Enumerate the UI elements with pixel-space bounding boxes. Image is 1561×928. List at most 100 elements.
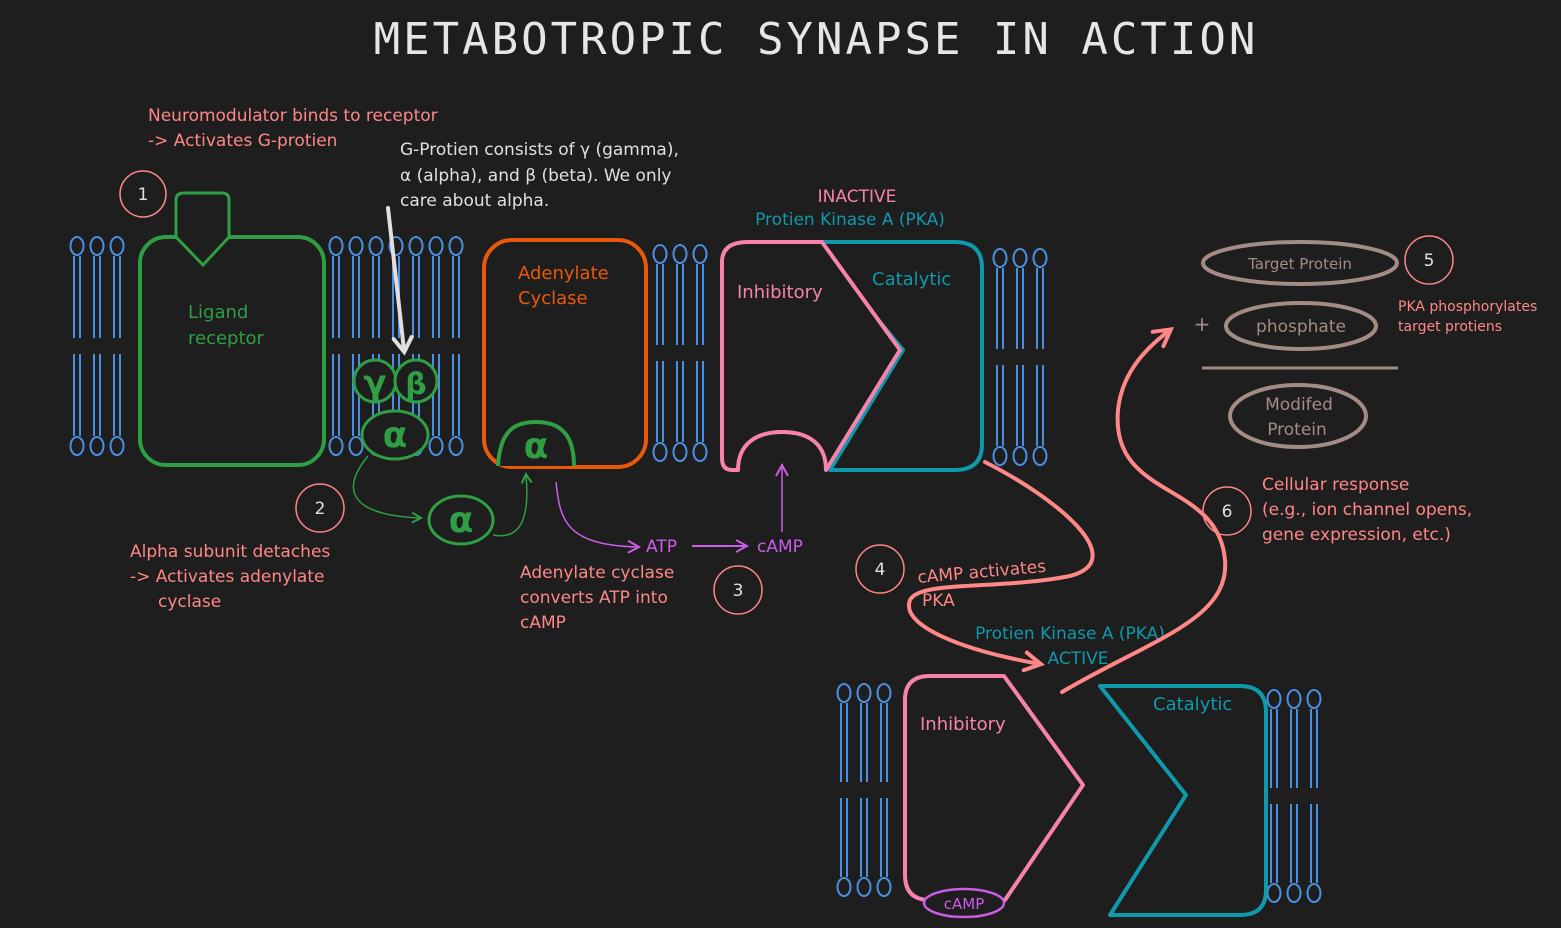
- g-protein-note-3: care about alpha.: [400, 191, 549, 211]
- adenylate-cyclase-label-1: Adenylate: [518, 263, 609, 284]
- pka-active-inhibitory: [903, 674, 1085, 902]
- pka-inactive: INACTIVE Protien Kinase A (PKA) Inhibito…: [720, 187, 984, 472]
- phospholipid: [109, 236, 125, 456]
- phospholipid: [448, 236, 464, 456]
- step-4-badge: [855, 544, 905, 594]
- step-6-badge: [1202, 486, 1252, 536]
- pka-inactive-inhibitory: [720, 240, 902, 472]
- phospholipid: [692, 244, 708, 462]
- modified-protein-label-2: Protein: [1267, 420, 1327, 440]
- target-protein: [1201, 240, 1399, 286]
- step-5-note-1: PKA phosphorylates: [1398, 299, 1537, 315]
- g-protein: γ β α: [352, 358, 439, 461]
- target-protein-label: Target Protein: [1247, 255, 1352, 273]
- pka-active-camp-bound: [922, 887, 1006, 919]
- phospholipid: [1012, 248, 1028, 466]
- step-5-number: 5: [1424, 251, 1435, 271]
- beta-subunit: [393, 358, 439, 404]
- step-1-text-2: -> Activates G-protien: [148, 131, 337, 151]
- pka-active-camp-label: cAMP: [944, 895, 985, 913]
- cyclase-to-atp-arrow: [555, 481, 638, 547]
- adenylate-cyclase-label-2: Cyclase: [518, 288, 588, 309]
- phospholipid: [69, 236, 85, 456]
- alpha-subunit-bound: [360, 409, 430, 461]
- ligand-receptor-box: [138, 235, 326, 467]
- phospholipid: [1266, 689, 1282, 903]
- pka-active-inhibitory-label: Inhibitory: [920, 714, 1006, 735]
- step-1: 1 Neuromodulator binds to receptor -> Ac…: [119, 106, 438, 218]
- alpha-detach-arrow: [352, 455, 420, 518]
- step-6: 6 Cellular response (e.g., ion channel o…: [1202, 475, 1472, 545]
- pka-inactive-state: INACTIVE: [818, 187, 897, 207]
- phospholipid: [672, 244, 688, 462]
- step-4-number: 4: [875, 560, 886, 580]
- alpha-subunit-docked: [496, 419, 576, 467]
- pka-inactive-catalytic-label: Catalytic: [872, 269, 951, 290]
- step-6-text-2: (e.g., ion channel opens,: [1262, 500, 1472, 520]
- atp-label: ATP: [646, 537, 677, 557]
- phospholipid: [856, 683, 872, 897]
- adenylate-cyclase: Adenylate Cyclase α: [482, 238, 648, 469]
- pka-inactive-name: Protien Kinase A (PKA): [755, 210, 945, 230]
- pka-inactive-inhibitory-label: Inhibitory: [737, 282, 823, 303]
- alpha-subunit-free-label: α: [449, 500, 474, 541]
- neuromodulator-ligand: [174, 191, 231, 268]
- phospholipid: [348, 236, 364, 456]
- page-title: METABOTROPIC SYNAPSE IN ACTION: [374, 14, 1259, 65]
- phospholipid: [89, 236, 105, 456]
- phospholipid: [992, 248, 1008, 466]
- step-3-text-1: Adenylate cyclase: [520, 563, 674, 583]
- step-3: 3 Adenylate cyclase converts ATP into cA…: [520, 563, 763, 633]
- camp-label: cAMP: [757, 537, 803, 557]
- step-5: Target Protein + phosphate Modifed Prote…: [1194, 235, 1537, 449]
- step-6-text-1: Cellular response: [1262, 475, 1409, 495]
- atp-conversion: ATP cAMP: [555, 466, 803, 557]
- step-3-text-2: converts ATP into: [520, 588, 668, 608]
- ligand-receptor-label-1: Ligand: [188, 302, 248, 323]
- phosphorylation-arrow: [1060, 330, 1228, 694]
- g-protein-note-1: G-Protien consists of γ (gamma),: [400, 140, 679, 160]
- phospholipid: [428, 236, 444, 456]
- step-2-text-3: cyclase: [158, 592, 221, 612]
- pka-active-name: Protien Kinase A (PKA): [975, 624, 1165, 644]
- pka-active: Protien Kinase A (PKA) ACTIVE Inhibitory…: [903, 624, 1268, 919]
- alpha-subunit-bound-label: α: [383, 415, 408, 456]
- step-1-text-1: Neuromodulator binds to receptor: [148, 106, 438, 126]
- modified-protein-label-1: Modifed: [1265, 395, 1333, 415]
- step-2-text-1: Alpha subunit detaches: [130, 542, 330, 562]
- ligand-receptor-label-2: receptor: [188, 328, 265, 349]
- step-2-text-2: -> Activates adenylate: [130, 567, 324, 587]
- phospholipid: [1286, 689, 1302, 903]
- ligand-receptor: Ligand receptor: [138, 191, 326, 467]
- phospholipid: [652, 244, 668, 462]
- step-5-badge: [1404, 235, 1454, 285]
- phosphate: [1224, 301, 1378, 351]
- alpha-subunit-free: [427, 494, 495, 546]
- phospholipid: [1306, 689, 1322, 903]
- phosphate-label: phosphate: [1256, 317, 1346, 337]
- phospholipid: [876, 683, 892, 897]
- step-2-badge: [295, 483, 345, 533]
- phospholipid: [1032, 248, 1048, 466]
- step-4-text-2: PKA: [922, 591, 955, 611]
- alpha-to-cyclase-arrow: [492, 475, 527, 537]
- adenylate-cyclase-box: [482, 238, 648, 469]
- step-4: 4 cAMP activates PKA: [855, 460, 1095, 664]
- g-protein-note-2: α (alpha), and β (beta). We only: [400, 166, 672, 186]
- step-1-number: 1: [138, 185, 149, 205]
- phospholipid: [836, 683, 852, 897]
- step-3-badge: [713, 565, 763, 615]
- step-2: 2 Alpha subunit detaches -> Activates ad…: [130, 483, 345, 612]
- step-6-number: 6: [1222, 502, 1233, 522]
- g-protein-note: G-Protien consists of γ (gamma), α (alph…: [386, 140, 679, 356]
- step-1-badge: [119, 170, 167, 218]
- alpha-detach: α: [352, 455, 527, 546]
- step-2-number: 2: [315, 499, 326, 519]
- modified-protein: [1228, 383, 1368, 449]
- step-5-note-2: target protiens: [1398, 319, 1502, 335]
- step-6-text-3: gene expression, etc.): [1262, 525, 1451, 545]
- gamma-subunit-label: γ: [363, 363, 386, 403]
- plus-sign: +: [1194, 312, 1211, 336]
